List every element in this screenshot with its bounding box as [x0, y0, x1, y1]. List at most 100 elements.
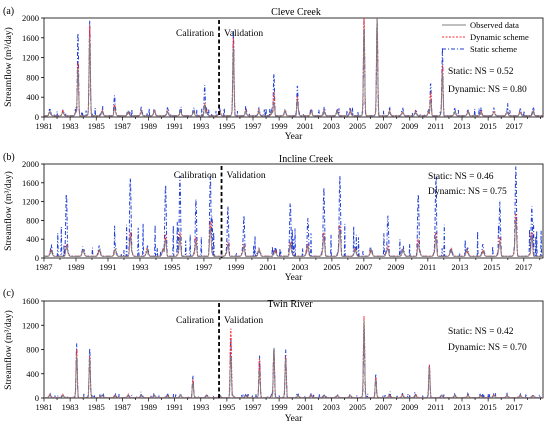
y-axis-label: Streamflow (m³/day): [3, 171, 14, 251]
legend-label-observed: Observed data: [470, 20, 519, 30]
x-tick-label: 1993: [192, 402, 209, 412]
validation-label: Validation: [224, 29, 263, 39]
x-tick-label: 2009: [401, 402, 418, 412]
legend-label-dynamic: Dynamic scheme: [470, 32, 529, 42]
panel-title: Incline Creek: [279, 154, 333, 165]
x-tick-label: 2005: [323, 262, 340, 272]
x-tick-label: 1993: [192, 121, 209, 131]
x-tick-label: 2015: [480, 121, 497, 131]
x-tick-label: 2015: [480, 402, 497, 412]
x-tick-label: 2011: [420, 262, 437, 272]
x-tick-label: 2011: [428, 402, 445, 412]
x-tick-label: 2017: [506, 402, 523, 412]
x-tick-label: 1981: [36, 121, 53, 131]
x-tick-label: 1989: [140, 121, 157, 131]
x-tick-label: 2007: [375, 121, 392, 131]
dynamic-ns-annotation: Dynamic: NS = 0.75: [428, 187, 507, 197]
y-tick-label: 2000: [22, 159, 39, 169]
series-observed-line: [44, 319, 543, 398]
x-tick-label: 2013: [454, 121, 471, 131]
x-tick-label: 2005: [349, 121, 366, 131]
x-tick-label: 1999: [227, 262, 244, 272]
y-tick-label: 400: [26, 234, 39, 244]
dynamic-ns-annotation: Dynamic: NS = 0.70: [448, 343, 527, 353]
x-tick-label: 1989: [67, 262, 84, 272]
dynamic-ns-annotation: Dynamic: NS = 0.80: [448, 85, 527, 95]
x-tick-label: 1991: [166, 121, 183, 131]
validation-label: Validation: [224, 316, 263, 326]
x-tick-label: 1983: [62, 121, 79, 131]
calibration-label: Caliration: [176, 316, 214, 326]
x-axis-label: Year: [285, 132, 303, 142]
x-tick-label: 1989: [140, 402, 157, 412]
x-tick-label: 1991: [166, 402, 183, 412]
x-axis-label: Year: [285, 273, 303, 283]
chart-panel-3: 0 400 800 1200 1600 1981 1983 1985 1987 1989 1991 1…: [3, 288, 544, 424]
calibration-label: Calibration: [174, 171, 217, 181]
x-tick-label: 1997: [245, 121, 262, 131]
y-tick-label: 400: [26, 369, 39, 379]
y-tick-label: 1600: [22, 296, 39, 306]
x-tick-label: 1981: [36, 402, 53, 412]
y-tick-label: 800: [26, 345, 39, 355]
x-tick-label: 2015: [483, 262, 500, 272]
static-ns-annotation: Static: NS = 0.42: [448, 327, 514, 337]
x-tick-label: 2003: [323, 121, 340, 131]
x-tick-label: 2011: [428, 121, 445, 131]
x-axis-label: Year: [285, 414, 303, 424]
plot-frame: [43, 163, 544, 259]
y-tick-label: 0: [35, 393, 39, 403]
x-tick-label: 1995: [218, 402, 235, 412]
x-tick-label: 1987: [114, 121, 131, 131]
x-tick-label: 1985: [88, 402, 105, 412]
x-tick-label: 1991: [99, 262, 116, 272]
x-tick-label: 2007: [375, 402, 392, 412]
series-observed-line: [44, 220, 543, 257]
x-tick-label: 1999: [271, 121, 288, 131]
y-tick-label: 2000: [22, 13, 39, 23]
x-tick-label: 2007: [355, 262, 372, 272]
chart-panel-2: 0 400 800 1200 1600 2000 1987 1989 1991 1993 1995 1…: [3, 152, 544, 283]
series-observed-line: [44, 17, 543, 117]
series-static-line: [44, 328, 543, 399]
x-tick-label: 1995: [218, 121, 235, 131]
x-tick-label: 2013: [451, 262, 468, 272]
x-tick-label: 2003: [323, 402, 340, 412]
x-tick-label: 2017: [506, 121, 523, 131]
x-tick-label: 2001: [297, 121, 314, 131]
chart-panel-1: 0 400 800 1200 1600 2000 1981 1983 1985 1987 1989 1…: [3, 6, 544, 142]
plot-frame: [43, 17, 544, 118]
x-tick-label: 2001: [259, 262, 276, 272]
y-tick-label: 1200: [22, 197, 39, 207]
y-axis-label: Streamflow (m³/day): [3, 310, 14, 390]
y-tick-label: 1200: [22, 320, 39, 330]
y-tick-label: 400: [26, 92, 39, 102]
panel-title: Cleve Creek: [271, 7, 321, 18]
x-tick-label: 1987: [114, 402, 131, 412]
y-tick-label: 800: [26, 72, 39, 82]
y-tick-label: 800: [26, 215, 39, 225]
x-tick-label: 2005: [349, 402, 366, 412]
panel-letter: (c): [3, 288, 14, 299]
x-tick-label: 2017: [515, 262, 532, 272]
legend: Observed data Dynamic scheme Static scheme: [442, 20, 529, 54]
x-tick-label: 2013: [454, 402, 471, 412]
x-tick-label: 2009: [401, 121, 418, 131]
y-tick-label: 0: [35, 112, 39, 122]
y-tick-label: 1200: [22, 53, 39, 63]
x-tick-label: 1997: [195, 262, 212, 272]
static-ns-annotation: Static: NS = 0.46: [428, 172, 494, 182]
x-tick-label: 1999: [271, 402, 288, 412]
panel-title: Twin River: [267, 299, 313, 310]
y-axis-label: Streamflow (m³/day): [3, 27, 14, 107]
x-tick-label: 2003: [291, 262, 308, 272]
x-tick-label: 1987: [36, 262, 53, 272]
y-tick-label: 1600: [22, 178, 39, 188]
x-tick-label: 1997: [245, 402, 262, 412]
panel-letter: (b): [3, 152, 15, 163]
x-tick-label: 1993: [131, 262, 148, 272]
y-tick-label: 1600: [22, 33, 39, 43]
x-tick-label: 2001: [297, 402, 314, 412]
static-ns-annotation: Static: NS = 0.52: [448, 67, 514, 77]
